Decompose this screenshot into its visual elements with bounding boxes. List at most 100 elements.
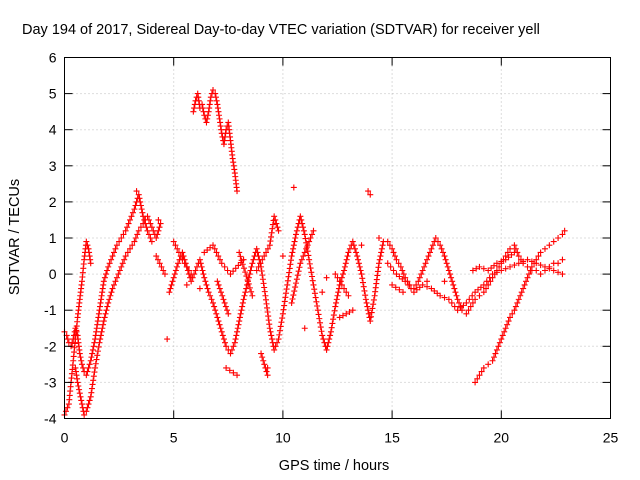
data-point-interp [160, 267, 167, 274]
data-point [83, 372, 90, 379]
data-point-interp [357, 267, 364, 274]
data-point [349, 307, 356, 314]
data-point [133, 188, 140, 195]
data-point [511, 307, 518, 314]
data-point-interp [496, 339, 503, 346]
data-point [223, 343, 230, 350]
data-point-interp [390, 249, 397, 256]
data-point-interp [408, 285, 415, 292]
data-point-interp [175, 249, 182, 256]
data-point-interp [261, 253, 268, 260]
data-point-interp [204, 112, 211, 119]
data-point [559, 231, 566, 238]
data-point [400, 289, 407, 296]
data-point-interp [104, 267, 111, 274]
data-point-interp [106, 296, 113, 303]
data-point-interp [469, 299, 476, 306]
data-point [332, 271, 339, 278]
data-point [78, 401, 85, 408]
data-point-interp [364, 303, 371, 310]
data-point [476, 263, 483, 270]
data-point [218, 328, 225, 335]
data-point-interp [69, 339, 76, 346]
data-point-interp [247, 267, 254, 274]
data-point-interp [377, 253, 384, 260]
y-tick-labels: -4 -3 -2 -1 0 1 2 3 4 5 6 [44, 50, 57, 427]
data-point-interp [367, 313, 374, 320]
data-point [327, 328, 334, 335]
y-tick-label: 4 [49, 122, 57, 138]
data-point-interp [324, 343, 331, 350]
data-point [76, 350, 83, 357]
data-point-interp [441, 294, 448, 301]
data-point [367, 191, 374, 198]
data-point-interp [233, 332, 240, 339]
data-point [520, 285, 527, 292]
data-point-interp [174, 245, 181, 252]
data-point-interp [64, 404, 71, 411]
data-point-interp [309, 277, 316, 284]
data-point [375, 235, 382, 241]
data-point [397, 263, 404, 270]
data-point [144, 227, 151, 234]
data-point-interp [154, 231, 161, 238]
data-point-interp [294, 272, 301, 279]
data-point-interp [289, 249, 296, 256]
data-point-interp [234, 328, 241, 335]
data-point-interp [128, 213, 135, 220]
data-point [559, 256, 566, 263]
data-point [341, 267, 348, 274]
data-point-interp [360, 283, 367, 290]
data-point-interp [77, 393, 84, 400]
data-point-interp [103, 307, 110, 314]
data-point [297, 213, 304, 220]
data-point [476, 372, 483, 379]
data-point-interp [119, 260, 126, 267]
data-point-interp [137, 198, 144, 205]
data-point-interp [293, 276, 300, 283]
data-point [323, 346, 330, 353]
data-point [89, 346, 96, 353]
data-point [332, 303, 339, 310]
data-point-interp [89, 381, 96, 388]
data-point [319, 289, 326, 296]
data-point [450, 281, 457, 288]
data-point [135, 191, 142, 198]
data-point-interp [239, 261, 246, 268]
data-point [310, 227, 317, 234]
data-point [127, 216, 134, 223]
data-point-interp [273, 220, 280, 227]
data-point [480, 281, 487, 288]
data-point [384, 260, 391, 267]
data-point-interp [246, 284, 253, 291]
data-point-interp [97, 332, 104, 339]
data-point-interp [238, 307, 245, 314]
data-point [153, 235, 160, 241]
data-point-interp [259, 276, 266, 283]
data-point-interp [202, 278, 209, 285]
data-point [345, 249, 352, 256]
data-point-interp [483, 278, 490, 285]
data-point-interp [171, 271, 178, 278]
data-point-interp [343, 256, 350, 263]
data-point [555, 260, 562, 267]
data-point [428, 245, 435, 252]
data-point-interp [400, 271, 407, 278]
data-point [118, 263, 125, 270]
data-point-interp [234, 325, 241, 332]
data-point [212, 90, 219, 97]
data-point-interp [259, 272, 266, 279]
data-point [493, 346, 500, 353]
data-point [365, 188, 372, 195]
data-point-interp [386, 242, 393, 249]
data-point-interp [230, 268, 237, 275]
data-point-interp [303, 245, 310, 252]
data-point-interp [365, 310, 372, 317]
data-point-interp [259, 354, 266, 361]
data-point [336, 314, 343, 321]
data-point-interp [268, 332, 275, 339]
data-point-interp [291, 238, 298, 245]
data-point [480, 289, 487, 296]
data-point-interp [115, 271, 122, 278]
data-point-interp [318, 328, 325, 335]
